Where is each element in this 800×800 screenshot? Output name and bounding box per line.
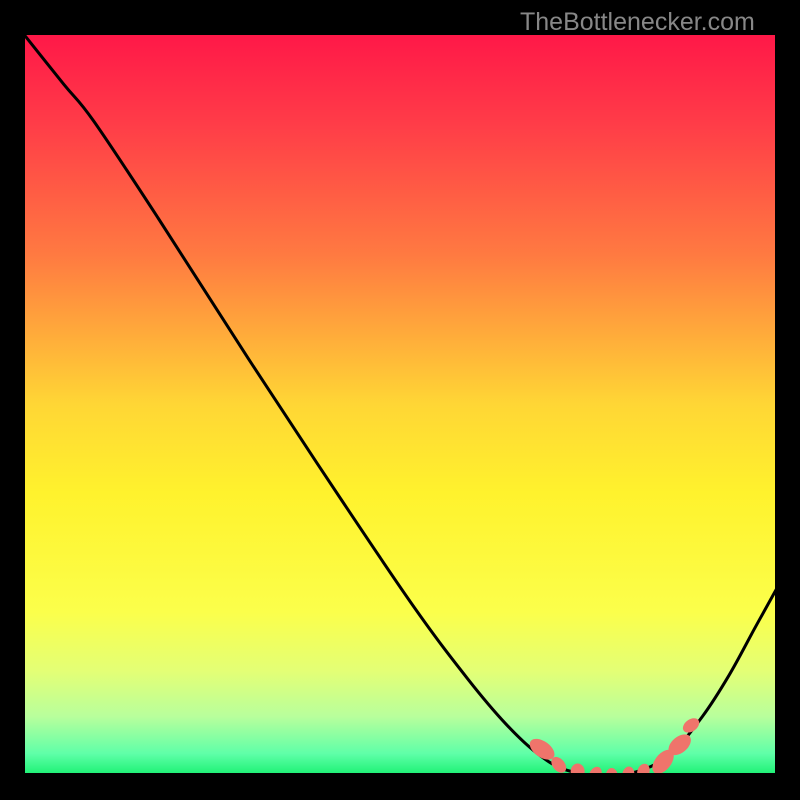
watermark-label: TheBottlenecker.com [520,8,755,37]
plot-svg [22,32,778,776]
plot-area [22,32,778,776]
chart-canvas: TheBottlenecker.com [0,0,800,800]
gradient-background [22,32,778,776]
